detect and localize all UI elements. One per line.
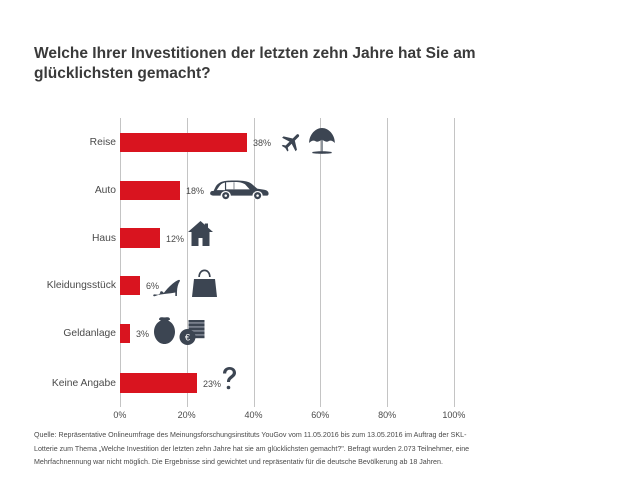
svg-text:€: € <box>185 333 190 343</box>
